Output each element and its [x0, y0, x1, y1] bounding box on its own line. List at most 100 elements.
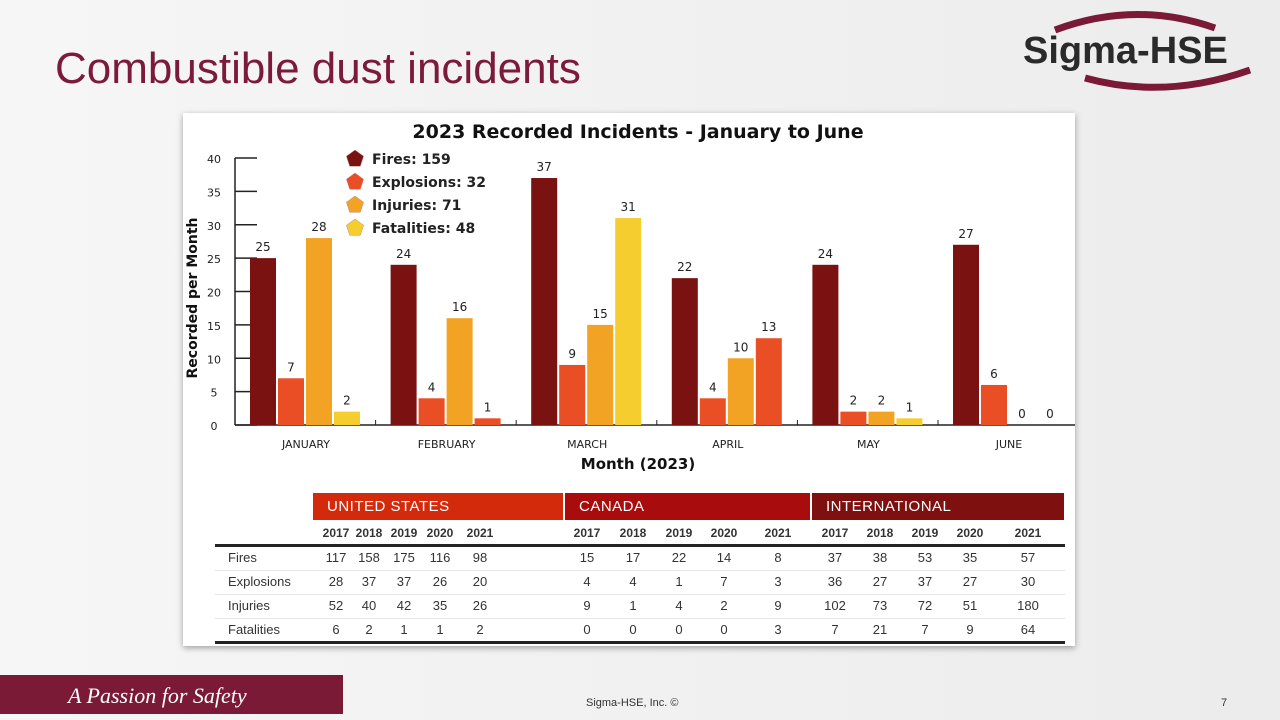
data-label: 4 [428, 380, 436, 394]
table-cell: 21 [872, 622, 888, 637]
data-label: 25 [255, 240, 270, 254]
data-label: 37 [537, 160, 552, 174]
chart-title: 2023 Recorded Incidents - January to Jun… [412, 121, 863, 143]
x-tick-label: MARCH [567, 438, 607, 451]
legend-pentagon-icon [346, 218, 364, 236]
y-tick-label: 35 [207, 186, 221, 199]
table-cell: 27 [962, 574, 978, 589]
table-cell: 1 [436, 622, 444, 637]
legend-entry: Fatalities: 48 [372, 221, 475, 237]
table-group-header: UNITED STATES [313, 493, 563, 520]
table-cell: 38 [872, 550, 888, 565]
bar-fatalities [755, 338, 782, 425]
data-label: 0 [1046, 407, 1054, 421]
table-cell: 1 [400, 622, 408, 637]
table-cell: 6 [332, 622, 340, 637]
data-label: 22 [677, 260, 692, 274]
data-label: 1 [906, 400, 914, 414]
year-header: 2020 [710, 526, 738, 540]
bar-explosions [981, 384, 1007, 425]
table-cell: 37 [396, 574, 412, 589]
bar-explosions [559, 364, 586, 425]
bar-fatalities [896, 418, 923, 425]
table-cell: 2 [476, 622, 484, 637]
table-rule [215, 544, 1065, 547]
data-label: 9 [568, 347, 576, 361]
table-cell: 158 [358, 550, 380, 565]
row-divider [215, 618, 1065, 619]
table-cell: 4 [583, 574, 591, 589]
legend-entry: Injuries: 71 [372, 198, 461, 214]
year-header: 2019 [911, 526, 939, 540]
chart-card: 2023 Recorded Incidents - January to Jun… [183, 113, 1075, 646]
table-cell: 180 [1017, 598, 1039, 613]
table-cell: 1 [675, 574, 683, 589]
legend-entry: Fires: 159 [372, 152, 451, 168]
x-tick-label: MAY [857, 438, 880, 451]
bar-explosions [278, 378, 304, 425]
sigma-hse-logo: Sigma-HSE [1023, 11, 1252, 91]
row-label: Fatalities [228, 622, 281, 637]
copyright: Sigma-HSE, Inc. © [586, 697, 679, 709]
data-label: 6 [990, 367, 998, 381]
table-cell: 27 [872, 574, 888, 589]
table-cell: 53 [917, 550, 933, 565]
table-cell: 35 [962, 550, 978, 565]
table-cell: 9 [774, 598, 782, 613]
data-label: 24 [396, 247, 411, 261]
year-header: 2019 [390, 526, 418, 540]
y-tick-label: 10 [207, 353, 221, 366]
year-header: 2021 [764, 526, 792, 540]
year-header: 2017 [821, 526, 849, 540]
y-tick-label: 0 [211, 420, 218, 433]
table-cell: 9 [966, 622, 974, 637]
table-cell: 8 [774, 550, 782, 565]
data-label: 16 [452, 300, 467, 314]
data-label: 15 [593, 307, 608, 321]
year-header: 2019 [665, 526, 693, 540]
bar-explosions [418, 398, 445, 425]
table-cell: 2 [720, 598, 728, 613]
data-label: 4 [709, 380, 717, 394]
bar-explosions [840, 411, 867, 425]
table-cell: 117 [325, 550, 347, 565]
bar-fires [953, 244, 979, 425]
table-cell: 7 [720, 574, 728, 589]
slide-title: Combustible dust incidents [55, 44, 581, 93]
legend-pentagon-icon [346, 195, 364, 213]
table-cell: 35 [432, 598, 448, 613]
table-cell: 0 [675, 622, 683, 637]
x-axis-label: Month (2023) [581, 455, 695, 473]
table-cell: 0 [629, 622, 637, 637]
table-cell: 3 [774, 622, 782, 637]
table-cell: 30 [1020, 574, 1036, 589]
x-tick-label: JUNE [995, 438, 1023, 451]
table-cell: 51 [962, 598, 978, 613]
svg-text:Sigma-HSE: Sigma-HSE [1023, 30, 1228, 72]
bar-injuries [306, 238, 332, 425]
year-header: 2021 [1014, 526, 1042, 540]
y-tick-label: 5 [211, 387, 218, 400]
table-cell: 37 [827, 550, 843, 565]
year-header: 2017 [573, 526, 601, 540]
y-tick-label: 40 [207, 153, 221, 166]
table-cell: 22 [671, 550, 687, 565]
legend-entry: Explosions: 32 [372, 175, 486, 191]
table-cell: 42 [396, 598, 412, 613]
table-cell: 17 [625, 550, 641, 565]
table-cell: 37 [361, 574, 377, 589]
table-group-header: CANADA [565, 493, 810, 520]
year-header: 2020 [426, 526, 454, 540]
year-header: 2017 [322, 526, 350, 540]
table-cell: 102 [824, 598, 846, 613]
table-cell: 57 [1020, 550, 1036, 565]
bar-fires [250, 258, 276, 425]
table-cell: 26 [432, 574, 448, 589]
y-tick-label: 30 [207, 220, 221, 233]
table-cell: 28 [328, 574, 344, 589]
row-label: Injuries [228, 598, 270, 613]
legend-pentagon-icon [346, 149, 364, 167]
row-divider [215, 594, 1065, 595]
table-group-header: INTERNATIONAL [812, 493, 1064, 520]
row-divider [215, 570, 1065, 571]
